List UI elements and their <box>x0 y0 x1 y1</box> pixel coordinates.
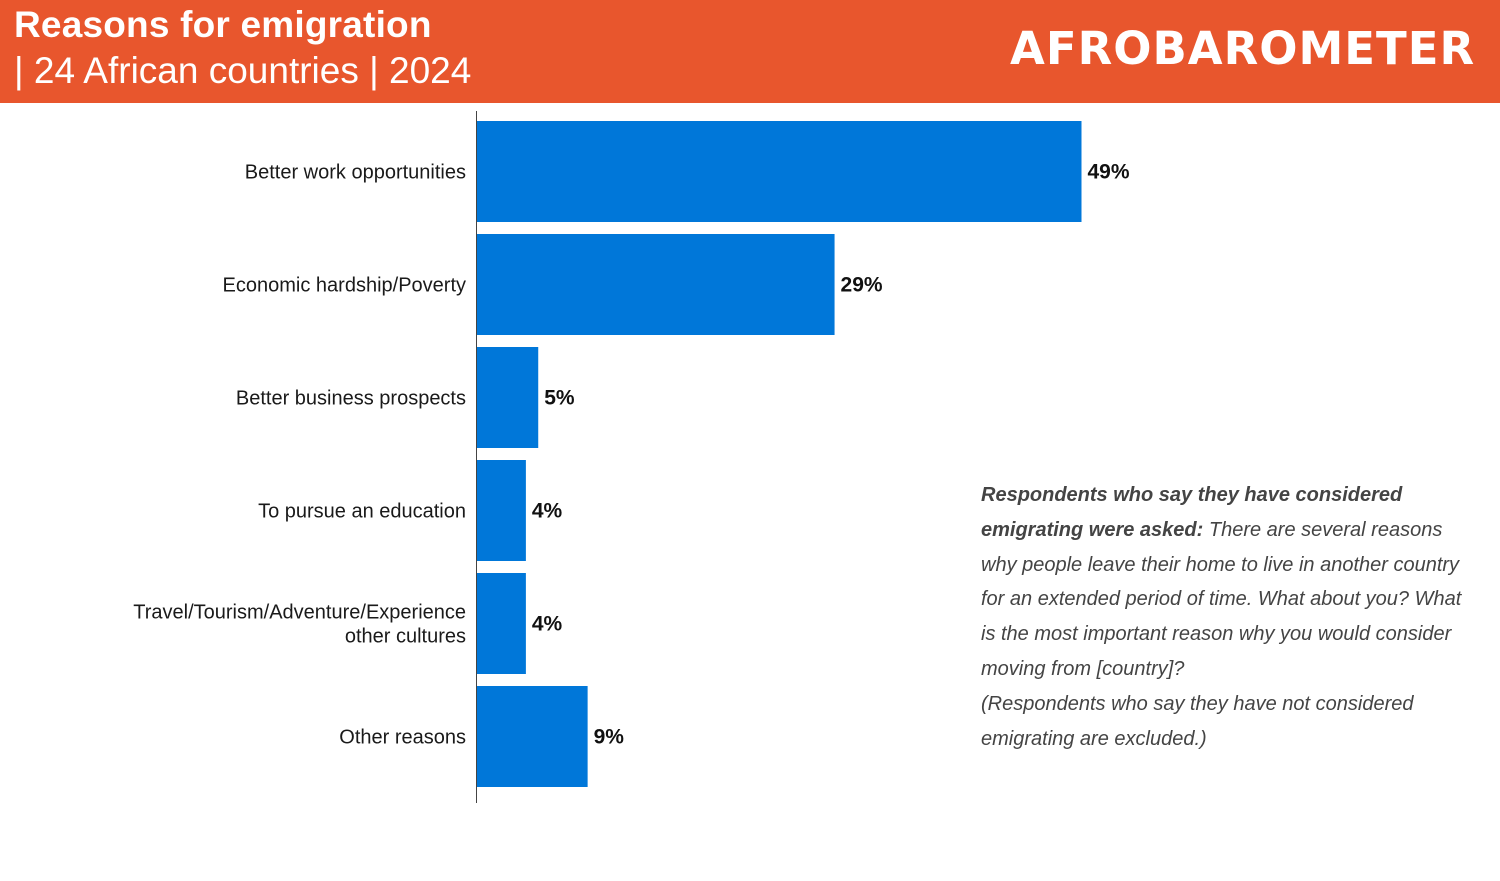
category-label-line: other cultures <box>345 626 466 648</box>
header-banner: Reasons for emigration | 24 African coun… <box>0 0 1500 103</box>
value-label-2: 29% <box>841 274 883 297</box>
category-label-1: Better work opportunities <box>245 162 466 184</box>
category-labels: Better work opportunities Economic hardsh… <box>133 162 466 749</box>
value-label-5: 4% <box>532 613 563 636</box>
category-label-4: To pursue an education <box>258 501 466 523</box>
bar-chart: Better work opportunities Economic hardsh… <box>133 111 1130 803</box>
category-label-6: Other reasons <box>339 727 466 749</box>
bar-3 <box>476 347 539 448</box>
bar-6 <box>476 686 588 787</box>
note-question: There are several reasons why people lea… <box>981 518 1462 680</box>
category-label-line: Better business prospects <box>236 388 466 410</box>
bar-5 <box>476 573 526 674</box>
bar-4 <box>476 460 526 561</box>
category-label-line: Better work opportunities <box>245 162 466 184</box>
category-label-2: Economic hardship/Poverty <box>223 275 466 297</box>
value-label-3: 5% <box>544 387 575 410</box>
category-label-line: To pursue an education <box>258 501 466 523</box>
page-title: Reasons for emigration <box>14 4 432 45</box>
category-label-line: Travel/Tourism/Adventure/Experience <box>133 602 466 624</box>
bars-layer <box>476 121 1082 787</box>
value-label-6: 9% <box>594 726 625 749</box>
page-subtitle: | 24 African countries | 2024 <box>14 50 472 91</box>
category-label-line: Other reasons <box>339 727 466 749</box>
afrobarometer-logo: AFROBAROMETER <box>1010 22 1475 75</box>
category-label-5: Travel/Tourism/Adventure/Experience other… <box>133 602 466 648</box>
note-exclusion: (Respondents who say they have not consi… <box>981 692 1414 750</box>
value-label-4: 4% <box>532 500 563 523</box>
value-label-1: 49% <box>1088 161 1130 184</box>
note-lead: Respondents who say they have considered… <box>981 484 1403 541</box>
category-label-3: Better business prospects <box>236 388 466 410</box>
logo-text: AFROBAROMETER <box>1010 22 1476 75</box>
category-label-line: Economic hardship/Poverty <box>223 275 466 297</box>
bar-2 <box>476 234 835 335</box>
bar-1 <box>476 121 1082 222</box>
survey-question-note: Respondents who say they have considered… <box>981 478 1481 756</box>
value-labels: 49% 29% 5% 4% 4% 9% <box>532 161 1130 749</box>
